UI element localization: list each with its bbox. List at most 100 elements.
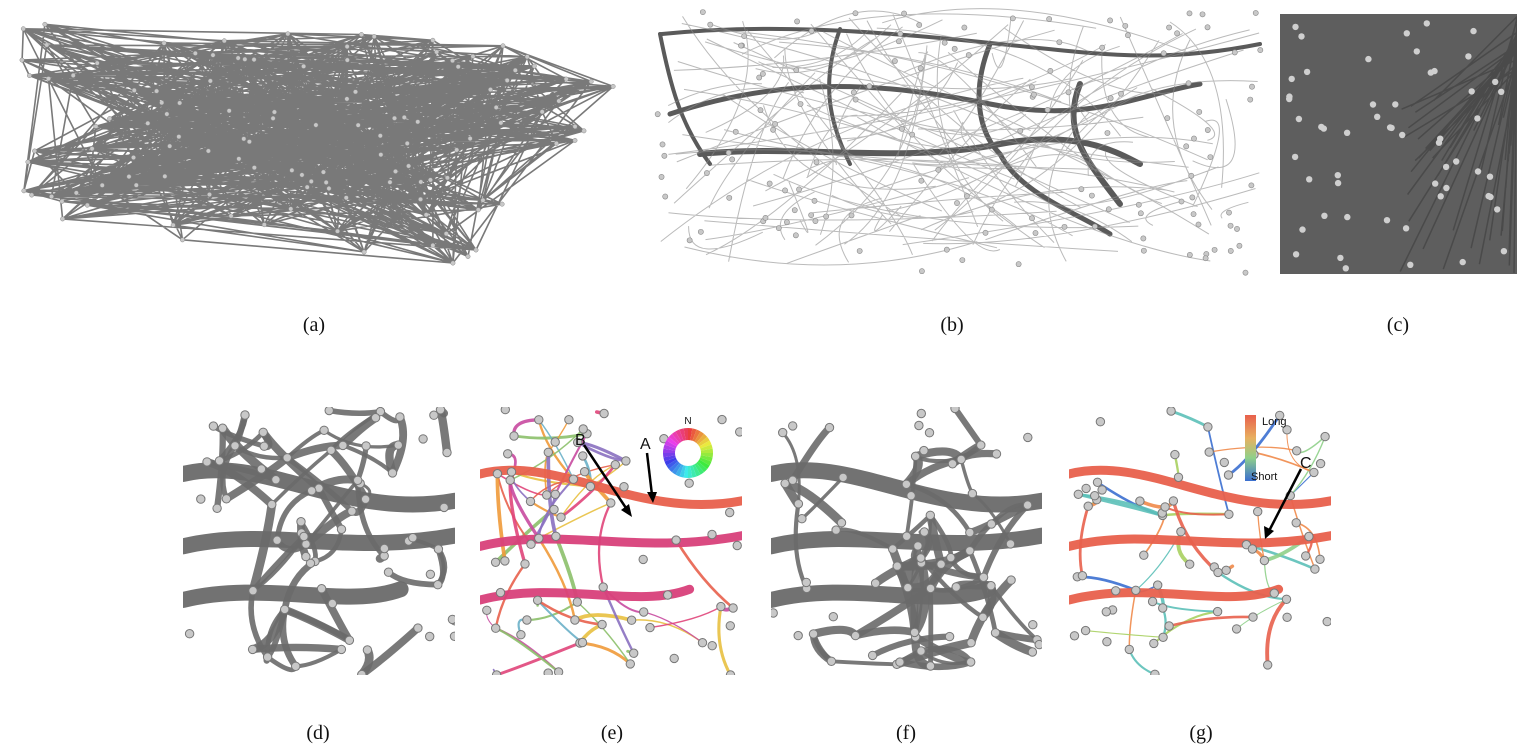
node [387,179,393,185]
color-wheel-segment [666,459,679,470]
node [1023,432,1033,443]
node [1453,158,1460,165]
node [1139,550,1149,560]
node [1095,417,1106,427]
bundle-edge [966,575,1016,647]
legend-short-label: Short [1251,471,1277,483]
node [1196,109,1203,115]
node [1213,567,1223,578]
node [1158,603,1168,613]
node [1337,254,1344,262]
node [686,237,693,244]
node [60,216,66,222]
node [495,587,506,598]
node [1474,168,1482,175]
node [1185,559,1195,569]
node [246,139,252,145]
node [895,657,905,667]
node [1061,223,1068,230]
node [1459,258,1466,266]
node [599,408,609,419]
bundle-edge [630,619,704,644]
node [578,424,588,434]
node [444,175,450,181]
node [1029,215,1035,222]
node [1065,89,1072,96]
node [406,163,412,169]
node [725,149,732,156]
node [418,434,428,444]
bundle-trunk [771,581,996,608]
bundle-edge [537,537,577,622]
node [1223,470,1234,480]
node [762,214,769,221]
node [1304,531,1314,542]
node [304,184,310,190]
bundle-edge [495,641,582,675]
node-layer [1286,20,1508,272]
node [570,615,580,625]
node [772,121,778,127]
node [850,89,857,96]
node [320,169,326,175]
color-wheel-segment [663,453,676,458]
node [697,228,704,235]
node [986,519,997,529]
arrow-a-head [647,492,657,503]
panel-f-gray-bundles-alternate [771,407,1042,675]
node [991,449,1002,459]
node [21,188,27,194]
node [1474,115,1481,122]
node [988,206,995,213]
node [480,197,486,203]
node [1090,491,1100,501]
node [1423,20,1430,27]
node [167,143,173,149]
node [73,190,79,196]
node-layer [184,407,455,675]
node [606,498,616,508]
panel-a-drawing [19,21,616,266]
node [578,451,588,461]
bundle-trunk [771,462,1042,513]
node [301,539,311,549]
node [1342,265,1349,272]
node [531,63,537,69]
color-wheel-segment [671,431,682,444]
node [1006,575,1016,585]
node [534,415,544,425]
node [732,540,742,551]
node [1275,410,1285,421]
bundle-edge [1265,597,1289,667]
bundle-edge [554,432,589,496]
node [564,415,574,425]
node [259,441,269,451]
bundle-edge [851,626,919,640]
node [976,440,986,450]
node [621,456,631,466]
node [299,531,309,542]
panel-d-gray-bundles-zoom [183,407,455,675]
node [788,475,798,485]
node [1047,68,1054,74]
node [917,65,924,72]
node [1034,639,1042,650]
straight-edges [21,23,614,264]
node [1092,223,1098,230]
node [629,648,639,658]
node [207,192,212,198]
node [959,257,966,263]
node [990,628,1001,638]
node [299,172,305,178]
node [1195,221,1202,228]
node [526,539,536,549]
node [94,60,100,66]
caption-d: (d) [306,722,330,744]
bundle-edge [1208,446,1298,453]
color-wheel-segment [699,457,712,466]
node [1149,638,1159,649]
node [919,445,929,456]
node [427,177,433,183]
node [32,148,38,154]
node [1291,153,1299,161]
